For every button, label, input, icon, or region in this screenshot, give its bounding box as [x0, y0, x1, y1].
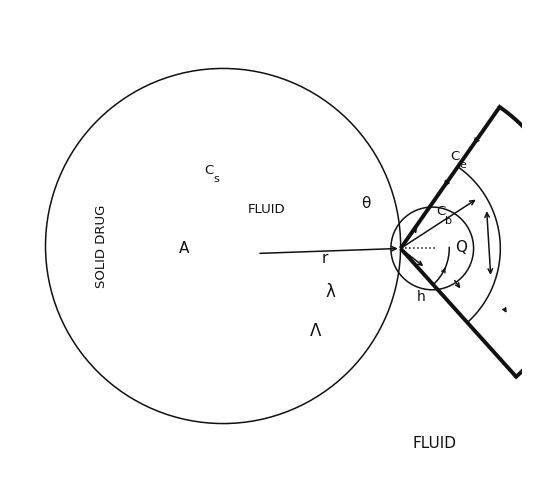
Text: FLUID: FLUID	[248, 203, 286, 216]
Text: Λ: Λ	[310, 322, 321, 340]
Text: Q: Q	[455, 240, 468, 255]
Text: θ: θ	[361, 196, 371, 211]
Text: b: b	[445, 215, 452, 226]
Text: SOLID DRUG: SOLID DRUG	[95, 204, 108, 288]
Text: λ: λ	[325, 283, 335, 301]
Text: C: C	[436, 206, 445, 218]
Text: C: C	[450, 150, 460, 162]
Text: C: C	[204, 164, 213, 177]
Text: e: e	[459, 160, 466, 170]
Text: A: A	[179, 241, 189, 256]
Text: h: h	[417, 290, 426, 304]
Text: r: r	[322, 250, 329, 266]
Text: FLUID: FLUID	[413, 435, 456, 451]
Text: s: s	[213, 174, 219, 184]
